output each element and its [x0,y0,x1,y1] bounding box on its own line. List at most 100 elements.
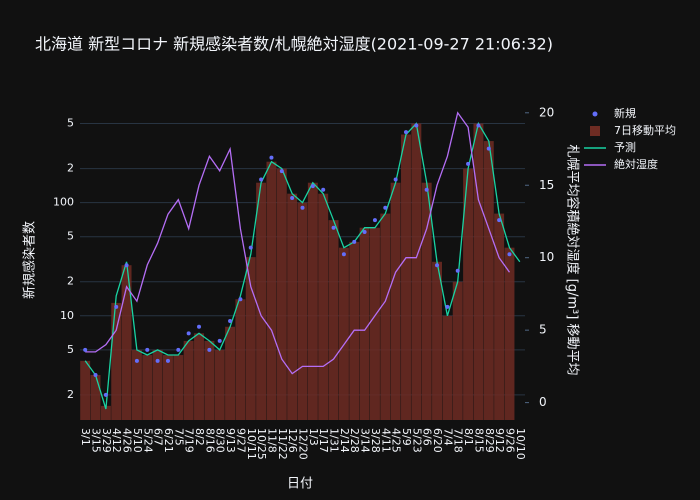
y2-tick-label: 20 [539,105,554,119]
y-tick-label: 2 [67,275,74,288]
bar [359,227,370,420]
x-tick-label: 8/16 [203,428,216,453]
marker [331,225,336,230]
bar [328,220,339,420]
x-tick-label: 6/7 [152,428,165,446]
x-tick-label: 1/17 [317,428,330,453]
bar [390,182,401,420]
marker [93,372,98,377]
marker [165,358,170,363]
marker [259,177,264,182]
bar [297,202,308,420]
bar [162,355,173,420]
bar [452,281,463,420]
marker [466,161,471,166]
x-tick-label: 5/10 [131,428,144,453]
bar [142,355,153,420]
bar [318,193,329,420]
bar [90,374,101,420]
marker [455,268,460,273]
bar [183,340,194,420]
bar [276,168,287,420]
marker [269,155,274,160]
bar [204,340,215,420]
marker [300,205,305,210]
x-tick-label: 3/15 [90,428,103,453]
marker [248,245,253,250]
y2-tick-label: 10 [539,250,554,264]
bar [256,182,267,420]
marker [507,252,512,257]
bar [401,134,411,420]
legend-label: 新規 [614,106,636,120]
marker [134,358,139,363]
bar [432,261,443,420]
bar [411,123,422,420]
marker [486,146,491,151]
bar [245,257,256,420]
y-tick-label: 2 [67,162,74,175]
marker [372,218,377,223]
y-tick-label: 10 [60,309,74,322]
x-tick-label: 4/26 [121,428,134,453]
x-tick-label: 4/25 [390,428,403,453]
chart-title: 北海道 新型コロナ 新規感染者数/札幌絶対湿度(2021-09-27 21:06… [35,35,553,54]
bar [287,193,298,420]
y-axis-title: 新規感染者数 [22,221,38,299]
x-tick-label: 3/1 [79,428,92,446]
x-tick-label: 9/13 [224,428,237,453]
x-tick-label: 3/29 [100,428,113,453]
marker [228,318,233,323]
bar [494,213,505,420]
marker [155,358,160,363]
x-tick-label: 1/31 [328,428,341,453]
x-tick-label: 7/19 [183,428,196,453]
x-tick-label: 3/14 [359,428,372,453]
marker [103,392,108,397]
x-tick-label: 8/29 [483,428,496,453]
bar [80,360,91,420]
x-tick-label: 9/12 [493,428,506,453]
x-tick-label: 9/27 [234,428,247,453]
x-tick-label: 8/30 [214,428,227,453]
bar [307,182,318,420]
x-tick-label: 7/4 [441,428,454,446]
bar [131,349,142,420]
x-tick-label: 2/14 [338,428,351,453]
x-tick-label: 7/5 [172,428,185,446]
legend-marker [590,126,600,136]
marker [435,263,440,268]
marker [145,347,150,352]
marker [445,304,450,309]
x-tick-label: 10/25 [255,428,268,460]
x-tick-label: 4/12 [110,428,123,453]
marker [279,169,284,174]
marker [414,123,419,128]
x-tick-label: 8/2 [193,428,206,446]
y2-axis-title: 札幌平均容積絶対湿度 [g/m³] 移動平均 [565,145,581,376]
marker [352,239,357,244]
marker [403,130,408,135]
x-tick-label: 8/1 [462,428,475,446]
y-tick-label: 5 [67,230,74,243]
marker [321,187,326,192]
y2-tick-label: 5 [539,323,547,337]
marker [124,263,129,268]
y-tick-label: 5 [67,117,74,130]
legend-label: 予測 [614,140,636,154]
line [84,121,521,410]
bar [369,227,380,420]
marker [310,184,315,189]
marker [497,218,502,223]
x-tick-label: 6/6 [421,428,434,446]
bar [473,123,484,420]
x-tick-label: 5/9 [400,428,413,446]
x-tick-label: 5/24 [141,428,154,453]
legend-marker [592,111,598,117]
x-tick-label: 11/8 [265,428,278,453]
y-tick-label: 2 [67,388,74,401]
legend-label: 7日移動平均 [614,123,676,137]
x-tick-label: 2/28 [348,428,361,453]
x-tick-label: 6/20 [431,428,444,453]
marker [476,123,481,128]
